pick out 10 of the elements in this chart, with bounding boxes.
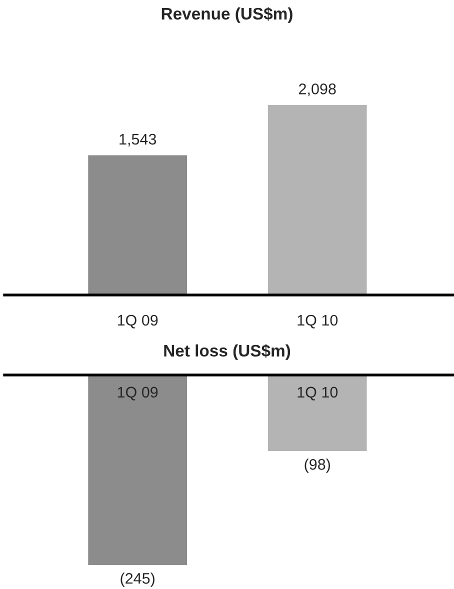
data-label: (245) <box>120 572 154 587</box>
x-tick-label: 1Q 09 <box>118 314 158 328</box>
data-label: (98) <box>304 458 330 473</box>
chart-title: Revenue (US$m) <box>162 7 292 23</box>
x-tick-label: 1Q 10 <box>298 314 338 328</box>
x-tick-label: 1Q 09 <box>118 386 158 400</box>
data-label: 1,543 <box>120 134 156 146</box>
x-tick-label: 1Q 10 <box>298 386 338 400</box>
data-label: 2,098 <box>299 84 336 96</box>
chart-title: Net loss (US$m) <box>164 344 290 360</box>
